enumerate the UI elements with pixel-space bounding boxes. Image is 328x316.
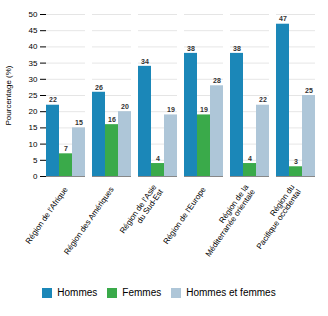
svg-text:47: 47 bbox=[279, 15, 287, 22]
html-text:Hommes: Hommes bbox=[57, 287, 98, 298]
svg-text:Région duPacifique occidental: Région duPacifique occidental bbox=[248, 183, 303, 251]
svg-text:Région de laMéditerranée orien: Région de laMéditerranée orientale bbox=[197, 183, 257, 259]
svg-text:15: 15 bbox=[29, 123, 38, 132]
svg-text:26: 26 bbox=[95, 84, 103, 91]
svg-text:0: 0 bbox=[33, 172, 38, 181]
svg-text:50: 50 bbox=[29, 10, 38, 19]
svg-text:Région des Amériques: Région des Amériques bbox=[62, 185, 116, 256]
svg-text:5: 5 bbox=[33, 156, 38, 165]
svg-text:38: 38 bbox=[187, 45, 195, 52]
svg-text:20: 20 bbox=[29, 107, 38, 116]
svg-text:Région de l'Asiedu Sud-Est: Région de l'Asiedu Sud-Est bbox=[118, 182, 165, 240]
svg-text:19: 19 bbox=[200, 106, 208, 113]
svg-text:19: 19 bbox=[167, 106, 175, 113]
svg-text:7: 7 bbox=[64, 145, 68, 152]
svg-text:45: 45 bbox=[29, 26, 38, 35]
svg-text:4: 4 bbox=[248, 155, 252, 162]
svg-text:22: 22 bbox=[259, 96, 267, 103]
svg-text:Pourcentage (%): Pourcentage (%) bbox=[4, 65, 13, 125]
html-text:Femmes: Femmes bbox=[122, 287, 162, 298]
svg-text:35: 35 bbox=[29, 59, 38, 68]
svg-text:4: 4 bbox=[156, 155, 160, 162]
svg-text:38: 38 bbox=[233, 45, 241, 52]
svg-text:Région de l'Afrique: Région de l'Afrique bbox=[24, 185, 70, 246]
svg-text:15: 15 bbox=[75, 119, 83, 126]
svg-text:10: 10 bbox=[29, 140, 38, 149]
svg-text:25: 25 bbox=[305, 87, 313, 94]
html-text:Hommes et femmes: Hommes et femmes bbox=[186, 287, 276, 298]
svg-text:Région de l'Europe: Région de l'Europe bbox=[161, 185, 208, 246]
svg-text:25: 25 bbox=[29, 91, 38, 100]
svg-text:16: 16 bbox=[108, 116, 116, 123]
svg-text:40: 40 bbox=[29, 42, 38, 51]
svg-text:30: 30 bbox=[29, 75, 38, 84]
svg-text:22: 22 bbox=[49, 96, 57, 103]
svg-text:3: 3 bbox=[294, 158, 298, 165]
svg-text:34: 34 bbox=[141, 58, 149, 65]
svg-text:20: 20 bbox=[121, 103, 129, 110]
svg-text:28: 28 bbox=[213, 77, 221, 84]
